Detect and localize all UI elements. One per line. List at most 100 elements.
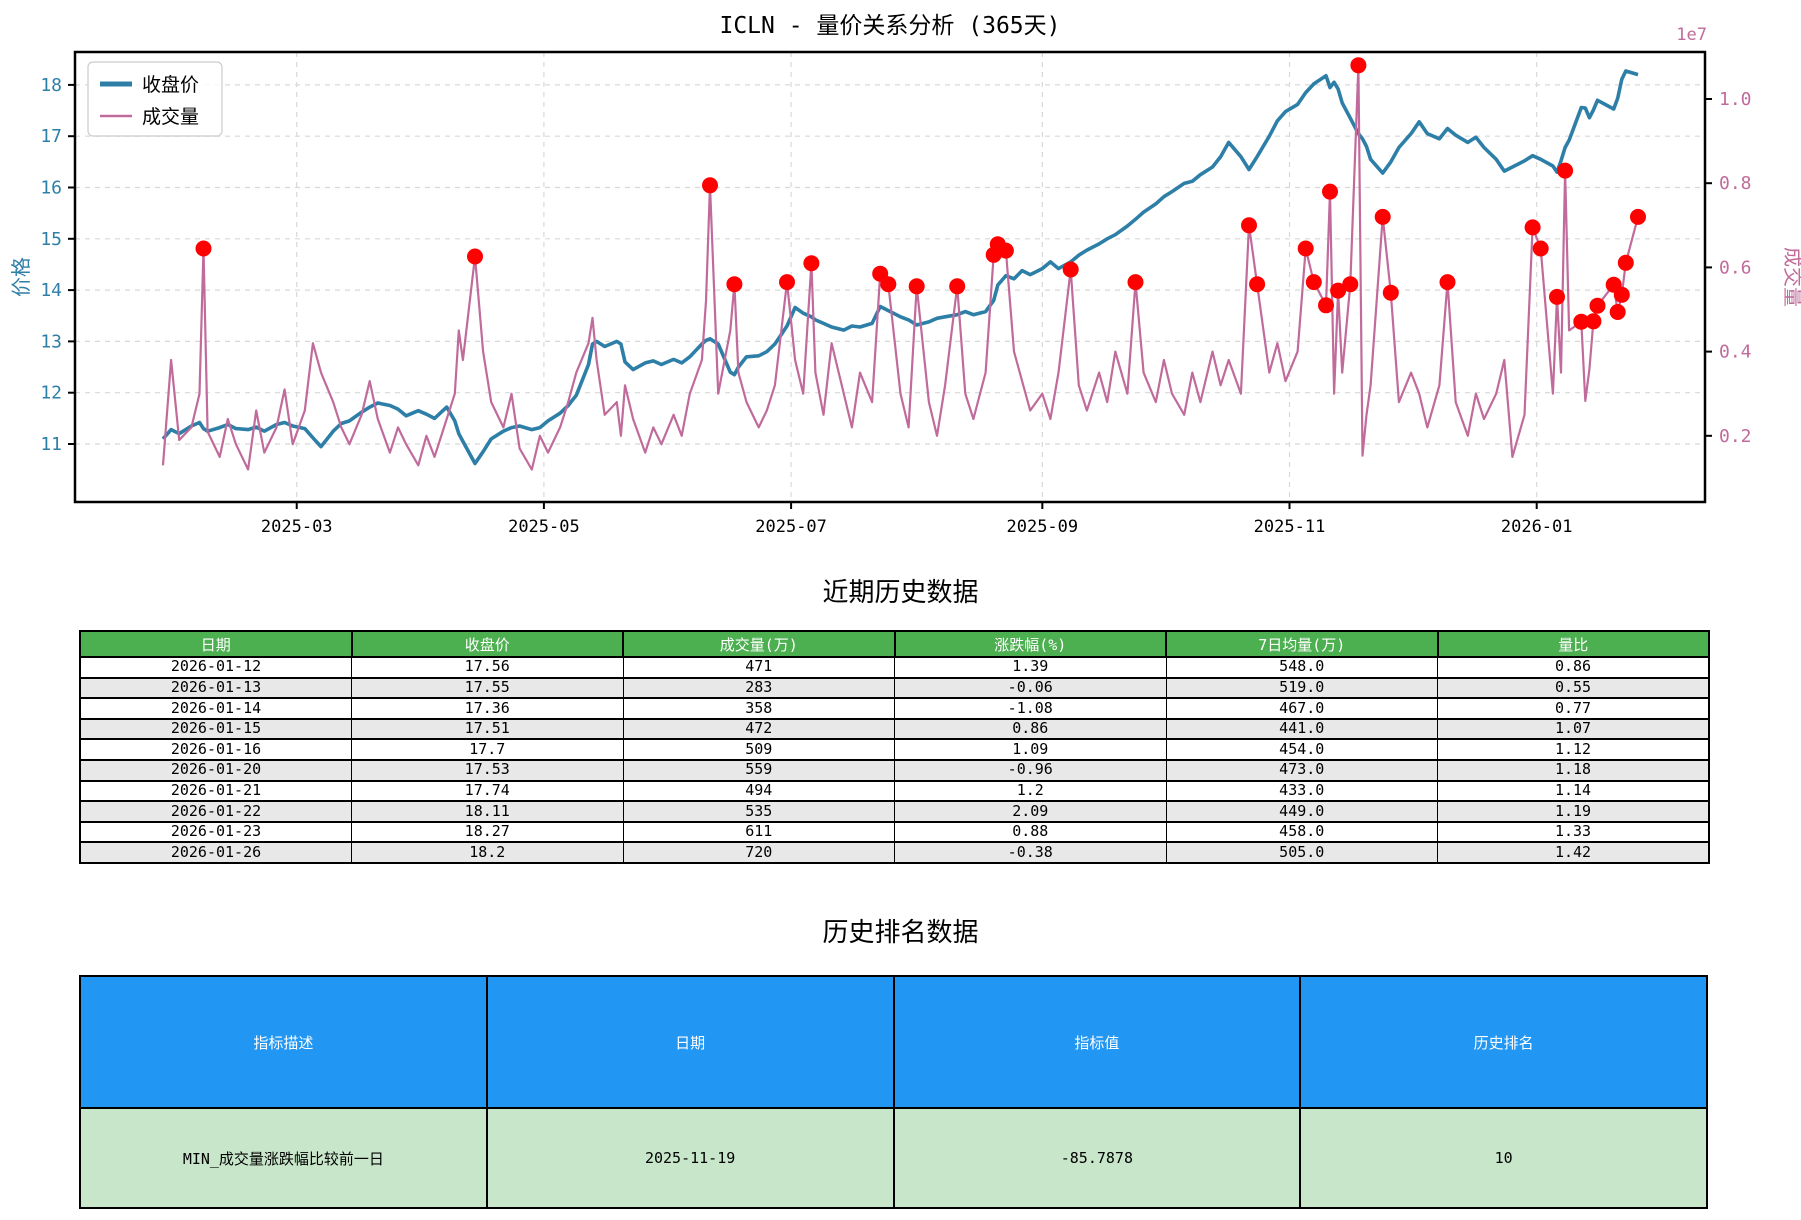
table-cell: 17.36 xyxy=(351,697,624,720)
table-cell: 18.27 xyxy=(351,820,624,844)
right-tick-label: 0.4 xyxy=(1719,342,1752,363)
table-row: 2026-01-12 17.56 471 1.39 548.0 0.86 xyxy=(79,656,1710,679)
table-cell: 2026-01-13 xyxy=(79,676,352,700)
table-row: 2026-01-23 18.27 611 0.88 458.0 1.33 xyxy=(79,820,1710,844)
table-cell: 2025-11-19 xyxy=(485,1107,895,1209)
volume-spike-marker xyxy=(1342,276,1359,293)
legend-label-volume: 成交量 xyxy=(142,106,199,128)
table-cell: 441.0 xyxy=(1165,717,1438,741)
volume-spike-marker xyxy=(702,177,718,194)
table-cell: 494 xyxy=(622,779,895,803)
table-cell: 17.74 xyxy=(351,779,624,803)
column-header: 指标值 xyxy=(892,975,1302,1109)
table-cell: -85.7878 xyxy=(892,1107,1302,1209)
table-row: 2026-01-26 18.2 720 -0.38 505.0 1.42 xyxy=(79,841,1710,864)
volume-spike-marker xyxy=(1613,286,1630,303)
x-tick-label: 2025-09 xyxy=(1006,517,1078,537)
table-cell: 17.55 xyxy=(351,676,624,700)
table-cell: 454.0 xyxy=(1165,738,1438,761)
table-cell: -0.06 xyxy=(894,676,1167,700)
left-tick-label: 14 xyxy=(40,280,62,301)
table-row: MIN_成交量涨跌幅比较前一日 2025-11-19 -85.7878 10 xyxy=(79,1107,1708,1209)
left-axis-title: 价格 xyxy=(9,257,33,297)
table-cell: 10 xyxy=(1299,1107,1708,1209)
table-cell: 358 xyxy=(622,697,895,720)
column-header: 收盘价 xyxy=(350,630,624,658)
volume-spike-marker xyxy=(1127,274,1144,291)
column-header: 日期 xyxy=(79,630,353,658)
table-cell: 0.86 xyxy=(1437,656,1710,679)
table-cell: 1.33 xyxy=(1437,820,1710,844)
left-tick-label: 16 xyxy=(40,178,62,199)
volume-spike-marker xyxy=(1557,162,1574,179)
table-cell: 1.14 xyxy=(1437,779,1710,803)
table-cell: 2026-01-23 xyxy=(79,820,352,844)
volume-spike-marker xyxy=(1609,304,1626,320)
left-tick-label: 11 xyxy=(40,434,62,455)
volume-spike-marker xyxy=(1305,274,1322,291)
table-cell: 0.77 xyxy=(1437,697,1710,720)
price-volume-chart-svg: 11 12 13 14 15 16 17 18 0.2 0.4 0.6 0.8 1.0 2025-03 20… xyxy=(9,13,1801,537)
table-cell: 467.0 xyxy=(1165,697,1438,720)
column-header: 量比 xyxy=(1436,630,1710,658)
table-cell: 1.42 xyxy=(1437,841,1710,864)
volume-spike-marker xyxy=(1439,274,1456,291)
table-cell: 2026-01-22 xyxy=(79,800,352,823)
table-cell: 471 xyxy=(622,656,895,679)
table-cell: 1.19 xyxy=(1437,800,1710,823)
column-header: 7日均量(万) xyxy=(1165,630,1439,658)
volume-spike-marker xyxy=(908,278,925,295)
table-cell: 1.07 xyxy=(1437,717,1710,741)
table-row: 2026-01-20 17.53 559 -0.96 473.0 1.18 xyxy=(79,758,1710,782)
chart-title: ICLN - 量价关系分析 (365天) xyxy=(719,13,1060,39)
table-cell: 1.12 xyxy=(1437,738,1710,761)
volume-spike-marker xyxy=(1330,282,1347,299)
legend-label-close: 收盘价 xyxy=(142,74,199,96)
right-tick-label: 1.0 xyxy=(1719,89,1752,110)
table-cell: 505.0 xyxy=(1165,841,1438,864)
table-cell: 18.2 xyxy=(351,841,624,864)
table-cell: 2026-01-16 xyxy=(79,738,352,761)
legend-box xyxy=(87,61,223,137)
table-cell: 0.86 xyxy=(894,717,1167,741)
column-header: 指标描述 xyxy=(79,975,488,1109)
volume-spike-marker xyxy=(1249,276,1266,293)
table-row: 2026-01-14 17.36 358 -1.08 467.0 0.77 xyxy=(79,697,1710,720)
table-cell: 17.7 xyxy=(351,738,624,761)
table-cell: 17.53 xyxy=(351,758,624,782)
volume-spike-marker xyxy=(949,278,966,295)
left-tick-label: 17 xyxy=(40,126,62,147)
table-cell: 559 xyxy=(622,758,895,782)
table-cell: 2026-01-15 xyxy=(79,717,352,741)
volume-spike-marker xyxy=(1549,288,1565,305)
table-cell: 1.09 xyxy=(894,738,1167,761)
left-tick-label: 13 xyxy=(40,331,62,352)
volume-spike-marker xyxy=(1524,219,1541,236)
table-cell: -1.08 xyxy=(894,697,1167,720)
table-cell: 18.11 xyxy=(351,800,624,823)
x-tick-label: 2025-11 xyxy=(1254,517,1326,537)
table-cell: -0.96 xyxy=(894,758,1167,782)
plot-border xyxy=(73,50,1707,504)
table-cell: 473.0 xyxy=(1165,758,1438,782)
table-cell: 2.09 xyxy=(894,800,1167,823)
volume-line xyxy=(161,64,1640,471)
table-cell: 1.2 xyxy=(894,779,1167,803)
volume-spike-marker xyxy=(1318,297,1334,314)
table-cell: 535 xyxy=(622,800,895,823)
history-rank-table: 指标描述 日期 指标值 历史排名 MIN_成交量涨跌幅比较前一日 2025-11-19-… xyxy=(79,975,1708,1209)
volume-spike-marker xyxy=(1062,261,1079,278)
left-tick-label: 15 xyxy=(40,229,62,250)
column-header: 涨跌幅(%) xyxy=(893,630,1167,658)
volume-spike-marker xyxy=(1297,240,1314,257)
volume-spike-marker xyxy=(726,276,743,293)
table-cell: MIN_成交量涨跌幅比较前一日 xyxy=(79,1107,488,1209)
table-cell: 17.51 xyxy=(351,717,624,741)
right-axis-offset-label: 1e7 xyxy=(1676,25,1707,45)
table-cell: 433.0 xyxy=(1165,779,1438,803)
left-tick-label: 18 xyxy=(40,75,62,96)
volume-spike-marker xyxy=(467,248,483,265)
table-cell: 720 xyxy=(622,841,895,864)
table-cell: 472 xyxy=(622,717,895,741)
table-cell: 509 xyxy=(622,738,895,761)
